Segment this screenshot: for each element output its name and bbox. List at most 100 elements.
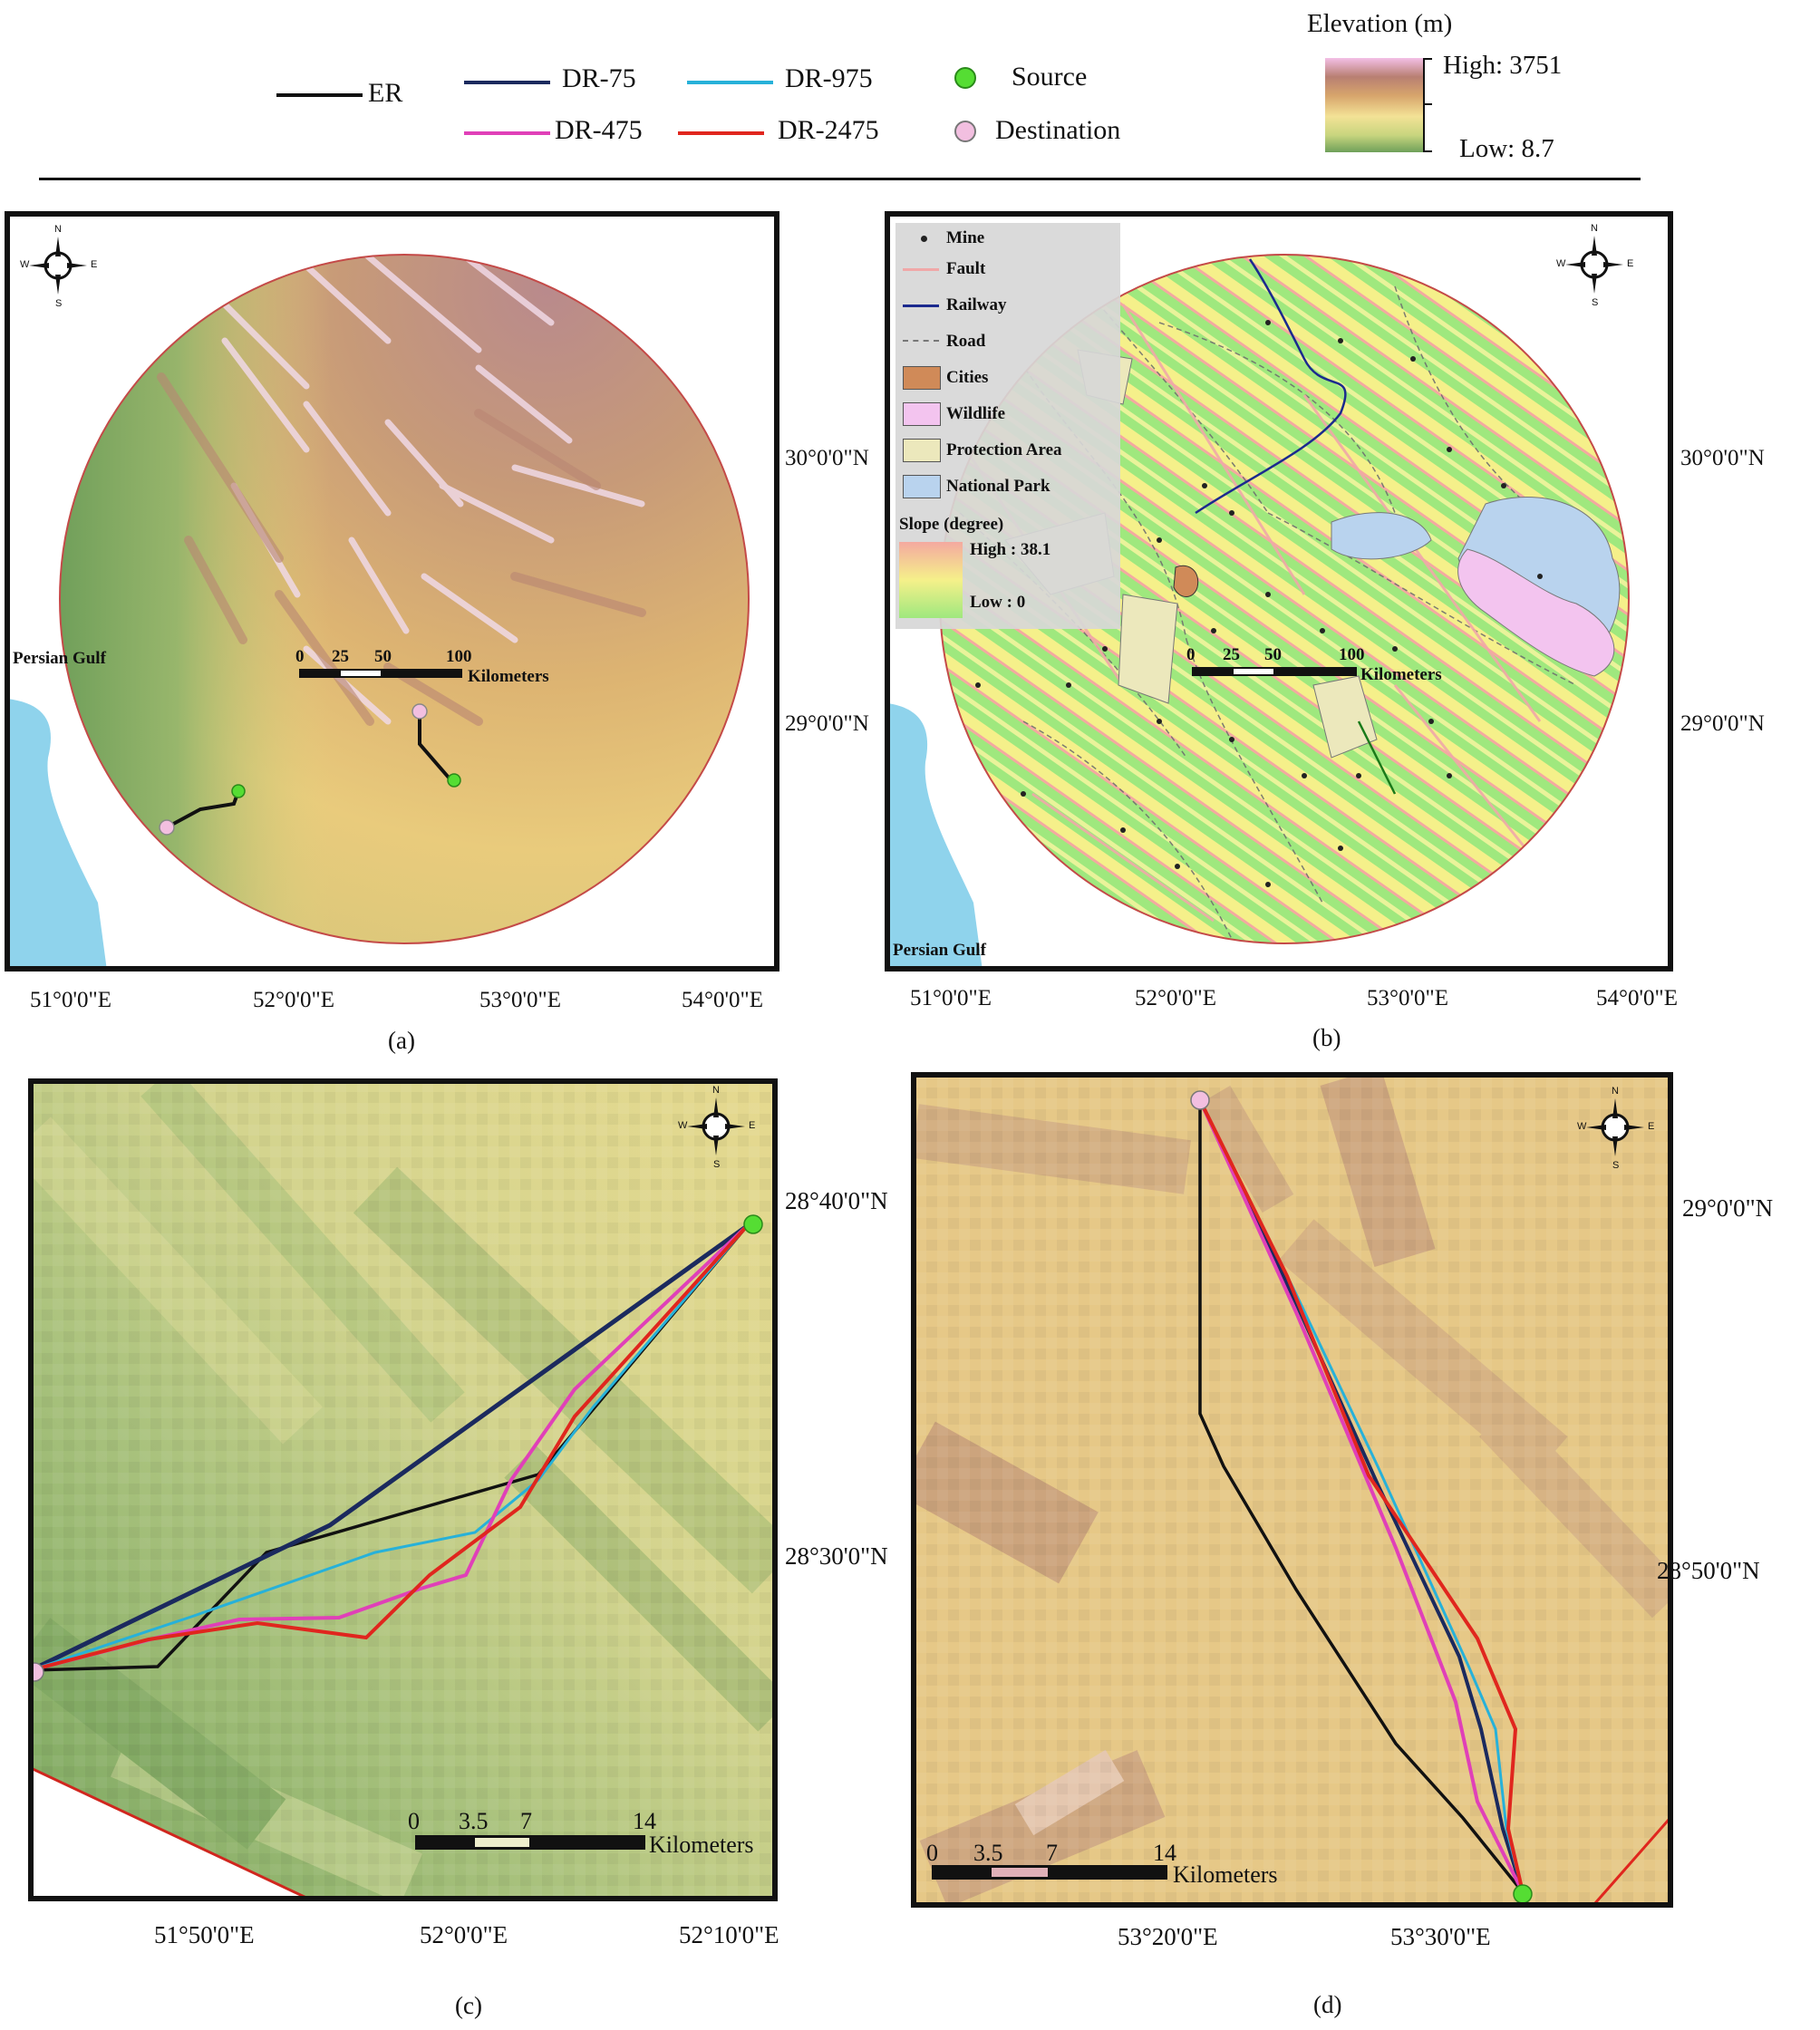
scale-label-25: 25 [332, 647, 349, 666]
scale-label-50: 50 [1264, 645, 1282, 664]
scale-label-3-5: 3.5 [459, 1808, 489, 1834]
road-dashed-line-icon [903, 340, 939, 342]
panel-a-y-tick-30n: 30°0'0"N [785, 446, 869, 470]
slope-color-ramp [899, 542, 963, 618]
legend-item-national-park: National Park [946, 477, 1050, 496]
destination-point [1190, 1090, 1210, 1110]
north-arrow: N S W E [678, 1085, 756, 1170]
scale-label-3-5: 3.5 [973, 1840, 1003, 1866]
dr975-route [31, 1225, 749, 1672]
slope-low-label: Low : 0 [970, 593, 1026, 612]
legend-item-mine: Mine [946, 228, 985, 247]
panel-a-caption: (a) [388, 1027, 415, 1054]
panel-b-legend: Mine Fault Railway Road Cities Wildlife … [895, 223, 1120, 629]
panel-d-caption: (d) [1313, 1991, 1342, 2018]
fault-line-icon [903, 268, 939, 271]
scale-label-100: 100 [1339, 645, 1365, 664]
legend-divider [39, 178, 1641, 180]
legend-er-line [276, 93, 363, 97]
slope-high-label: High : 38.1 [970, 540, 1051, 559]
legend-dr75-label: DR-75 [562, 63, 636, 93]
scale-label-7: 7 [1046, 1840, 1058, 1866]
compass-e: E [91, 259, 98, 270]
scale-unit: Kilometers [468, 667, 549, 686]
source-point [447, 773, 461, 788]
legend-er-label: ER [368, 78, 403, 108]
panel-d-x-tick-53-20e: 53°20'0"E [1118, 1923, 1218, 1950]
sea-shape [7, 699, 107, 971]
compass-icon [1586, 1098, 1644, 1156]
panel-c-caption: (c) [455, 1992, 482, 2019]
source-point [231, 784, 246, 798]
compass-s: S [1612, 1160, 1620, 1171]
compass-e: E [1648, 1121, 1655, 1132]
compass-w: W [678, 1120, 688, 1131]
railway-line-icon [903, 304, 939, 307]
dr475-route [31, 1224, 749, 1672]
panel-a-x-tick-53e: 53°0'0"E [479, 988, 561, 1012]
legend-dr2475-label: DR-2475 [778, 115, 879, 145]
panel-b-x-tick-53e: 53°0'0"E [1367, 986, 1448, 1010]
scale-unit: Kilometers [1173, 1861, 1278, 1888]
scale-label-0: 0 [926, 1840, 938, 1866]
panel-c-y-tick-28-30n: 28°30'0"N [785, 1542, 888, 1570]
compass-icon [29, 237, 87, 295]
panel-d-map: 0 3.5 7 14 Kilometers N S W E [915, 1077, 1669, 1903]
compass-icon [687, 1097, 745, 1155]
panel-b-caption: (b) [1312, 1024, 1341, 1051]
compass-n: N [1612, 1086, 1619, 1097]
panel-b-x-tick-52e: 52°0'0"E [1135, 986, 1216, 1010]
scale-unit: Kilometers [1360, 665, 1442, 684]
elevation-high-label: High: 3751 [1443, 51, 1563, 80]
legend-item-railway: Railway [946, 295, 1007, 314]
scale-label-14: 14 [633, 1808, 656, 1834]
scale-label-0: 0 [295, 647, 305, 666]
scale-unit: Kilometers [649, 1832, 754, 1858]
elevation-color-ramp [1325, 58, 1423, 152]
scale-label-0: 0 [1186, 645, 1196, 664]
source-point [743, 1214, 763, 1234]
mine-dot-icon [921, 236, 927, 242]
legend-item-cities: Cities [946, 368, 989, 387]
legend-dr975-label: DR-975 [785, 63, 873, 93]
dr475-route [1198, 1099, 1525, 1893]
panel-c-x-tick-52-10e: 52°10'0"E [679, 1921, 779, 1948]
dr2475-route [31, 1224, 749, 1672]
panel-d-y-tick-29n: 29°0'0"N [1682, 1194, 1774, 1222]
compass-s: S [713, 1159, 721, 1170]
north-arrow: N S W E [20, 224, 98, 309]
legend-dr475-label: DR-475 [555, 115, 643, 145]
panel-a-x-tick-54e: 54°0'0"E [682, 988, 763, 1012]
scale-label-0: 0 [408, 1808, 420, 1834]
legend-dr75-line [464, 81, 550, 84]
panel-b-x-tick-54e: 54°0'0"E [1596, 986, 1678, 1010]
destination-point [159, 819, 175, 836]
panel-c-map: 0 3.5 7 14 Kilometers N S W E [31, 1081, 775, 1899]
panel-c-y-tick-28-40n: 28°40'0"N [785, 1187, 888, 1214]
legend-item-wildlife: Wildlife [946, 404, 1006, 423]
scale-label-7: 7 [520, 1808, 532, 1834]
compass-w: W [1577, 1121, 1587, 1132]
dr75-route [31, 1223, 749, 1673]
legend-dr975-line [687, 81, 773, 84]
compass-e: E [749, 1120, 756, 1131]
compass-s: S [55, 298, 63, 309]
sea-label: Persian Gulf [893, 941, 986, 960]
compass-e: E [1627, 258, 1634, 269]
panel-a-x-tick-51e: 51°0'0"E [30, 988, 111, 1012]
legend-item-fault: Fault [946, 259, 986, 278]
legend-dr475-line [464, 131, 550, 135]
dr2475-route [1198, 1099, 1525, 1893]
compass-w: W [1556, 258, 1566, 269]
legend-item-road: Road [946, 332, 986, 351]
scale-label-14: 14 [1153, 1840, 1176, 1866]
er-route [1198, 1100, 1525, 1894]
elevation-ramp-ticks [1423, 58, 1432, 152]
source-point [1513, 1884, 1533, 1903]
cities-patch-icon [903, 366, 941, 390]
legend-source-label: Source [1012, 62, 1088, 92]
scale-label-100: 100 [446, 647, 472, 666]
legend-dr2475-line [678, 131, 764, 135]
panel-c-svg [31, 1081, 775, 1899]
compass-s: S [1592, 297, 1599, 308]
